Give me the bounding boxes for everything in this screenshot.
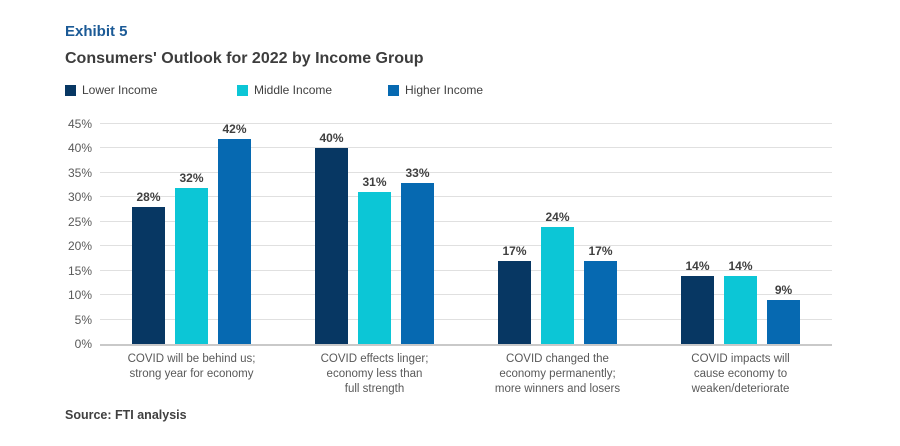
y-tick-label: 15% xyxy=(67,263,92,278)
exhibit-label: Exhibit 5 xyxy=(65,23,128,40)
legend-label: Middle Income xyxy=(254,83,333,97)
gridline xyxy=(100,147,832,149)
bar-column: 40% xyxy=(315,131,348,344)
bar-column: 14% xyxy=(724,259,757,344)
bar-groups: 28% 32% 42% 40% 31% 33% 17% 24% 17% 14% 14% 9% xyxy=(100,122,832,344)
gridline xyxy=(100,220,832,222)
y-tick-label: 5% xyxy=(74,312,92,327)
bar-value-label: 32% xyxy=(179,170,204,185)
bar-value-label: 14% xyxy=(728,258,753,273)
bar-value-label: 40% xyxy=(319,131,344,146)
gridline xyxy=(100,294,832,296)
bar-value-label: 9% xyxy=(774,283,793,297)
bar-higher-income xyxy=(218,138,251,344)
y-tick-label: 10% xyxy=(67,288,92,303)
bar-column: 42% xyxy=(218,122,251,344)
y-tick-label: 40% xyxy=(67,141,92,156)
bar-column: 14% xyxy=(681,259,714,344)
source-note: Source: FTI analysis xyxy=(65,408,187,422)
bar-group: 28% 32% 42% xyxy=(100,122,283,344)
legend-item-higher-income: Higher Income xyxy=(388,83,483,97)
bar-middle-income xyxy=(724,275,757,344)
x-category-label: COVID will be behind us; strong year for… xyxy=(127,353,256,380)
y-tick-label: 25% xyxy=(67,214,92,229)
bar-group: 40% 31% 33% xyxy=(283,124,466,344)
y-tick-label: 35% xyxy=(67,165,92,180)
bar-value-label: 28% xyxy=(136,190,161,205)
bar-middle-income xyxy=(175,187,208,344)
bar-column: 33% xyxy=(401,166,434,344)
bar-middle-income xyxy=(358,192,391,344)
legend-label: Lower Income xyxy=(82,83,158,97)
legend-item-middle-income: Middle Income xyxy=(237,83,388,97)
bar-higher-income xyxy=(767,300,800,344)
bar-column: 17% xyxy=(498,244,531,344)
x-axis-labels: COVID will be behind us; strong year for… xyxy=(100,352,832,397)
legend-label: Higher Income xyxy=(405,83,484,97)
bar-column: 24% xyxy=(541,210,574,344)
x-category-label: COVID impacts will cause economy to weak… xyxy=(691,353,790,395)
bar-lower-income xyxy=(132,207,165,344)
gridline xyxy=(100,123,832,124)
gridline xyxy=(100,171,832,173)
legend-item-lower-income: Lower Income xyxy=(65,83,237,97)
legend-swatch-icon xyxy=(388,84,399,96)
bar-chart: 0% 5% 10% 15% 20% 25% 30% 35% 40% 45% 28% 32% 42% 40… xyxy=(62,117,832,351)
bar-column: 17% xyxy=(584,244,617,344)
bar-lower-income xyxy=(315,148,348,344)
bar-value-label: 33% xyxy=(405,165,430,180)
legend: Lower Income Middle Income Higher Income xyxy=(65,83,483,97)
chart-title: Consumers' Outlook for 2022 by Income Gr… xyxy=(65,50,424,67)
legend-swatch-icon xyxy=(65,84,76,96)
x-category-label: COVID effects linger; economy less than … xyxy=(320,353,429,395)
y-tick-label: 30% xyxy=(67,190,92,205)
bar-column: 28% xyxy=(132,190,165,344)
gridline xyxy=(100,196,832,198)
bar-column: 31% xyxy=(358,175,391,344)
y-tick-label: 20% xyxy=(67,239,92,254)
bar-lower-income xyxy=(498,260,531,344)
bar-group: 17% 24% 17% xyxy=(466,124,649,344)
bar-value-label: 24% xyxy=(545,209,570,224)
legend-swatch-icon xyxy=(237,84,248,96)
bar-value-label: 17% xyxy=(588,243,613,258)
y-axis: 0% 5% 10% 15% 20% 25% 30% 35% 40% 45% xyxy=(62,117,100,351)
gridline xyxy=(100,245,832,247)
bar-higher-income xyxy=(401,182,434,344)
y-tick-label: 0% xyxy=(74,337,92,351)
bar-value-label: 42% xyxy=(222,121,247,136)
bar-higher-income xyxy=(584,260,617,344)
gridline xyxy=(100,318,832,320)
y-tick-label: 45% xyxy=(67,117,92,131)
bar-lower-income xyxy=(681,275,714,344)
bar-value-label: 14% xyxy=(685,258,710,273)
bar-value-label: 17% xyxy=(502,243,527,258)
bar-column: 32% xyxy=(175,171,208,344)
bar-group: 14% 14% 9% xyxy=(649,124,832,344)
x-category-label: COVID changed the economy permanently; m… xyxy=(494,353,621,395)
bar-middle-income xyxy=(541,226,574,344)
gridline xyxy=(100,269,832,271)
plot-area: 28% 32% 42% 40% 31% 33% 17% 24% 17% 14% 14% 9% xyxy=(100,122,832,346)
bar-column: 9% xyxy=(767,283,800,344)
bar-value-label: 31% xyxy=(362,175,387,190)
